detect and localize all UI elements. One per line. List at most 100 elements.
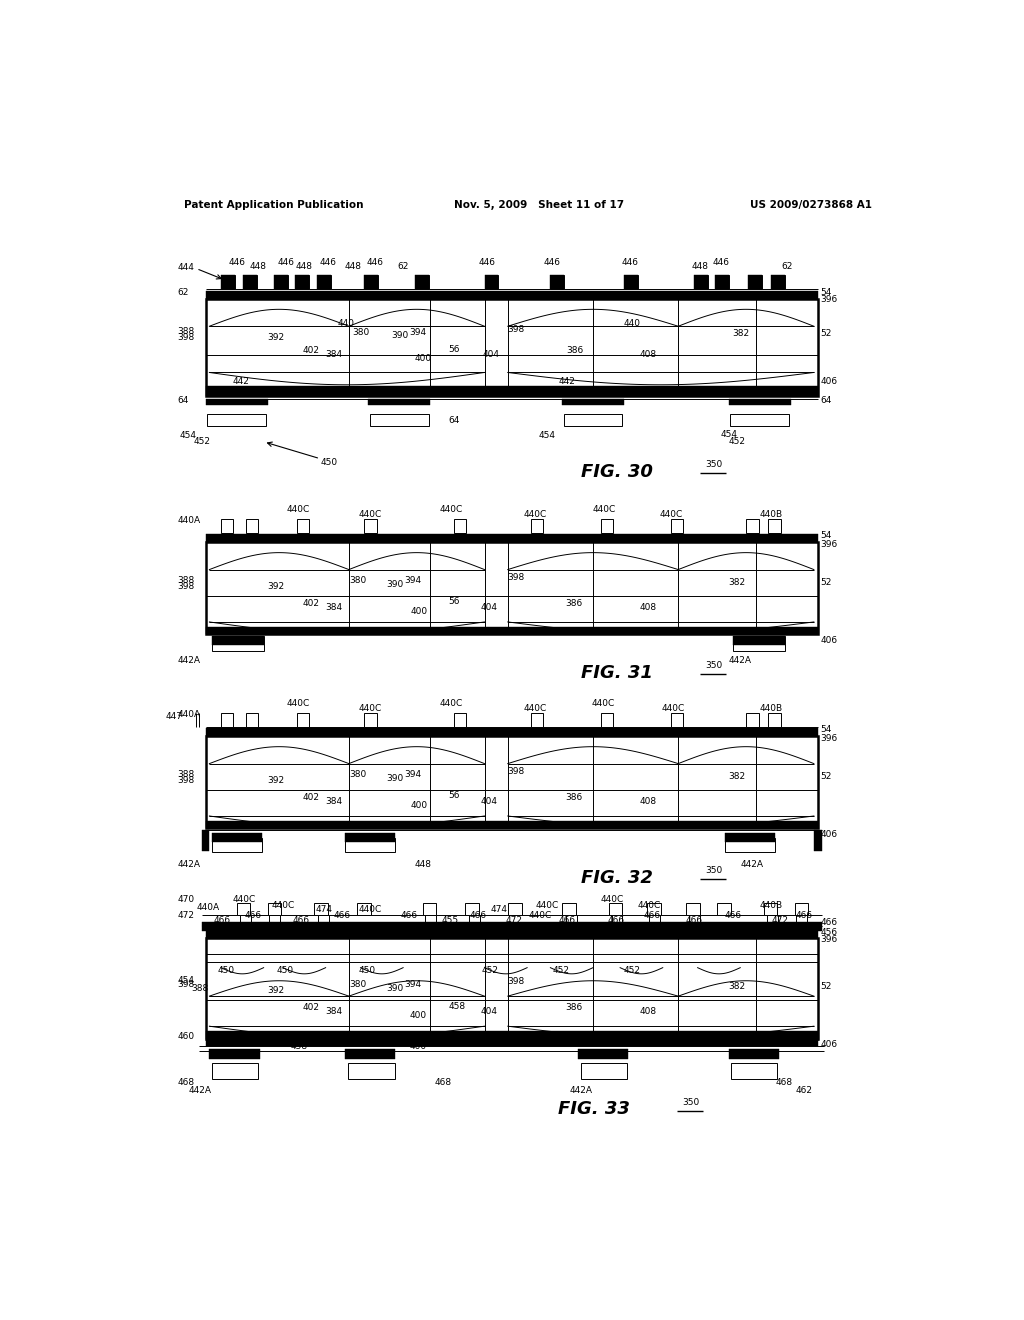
Bar	[206, 535, 818, 543]
Text: 455: 455	[442, 916, 459, 925]
Bar	[269, 915, 280, 927]
Text: 442A: 442A	[569, 1085, 593, 1094]
Text: 382: 382	[728, 578, 745, 587]
Bar	[246, 519, 258, 533]
Text: 402: 402	[302, 793, 319, 803]
Text: 388: 388	[177, 770, 195, 779]
Text: 446: 446	[478, 257, 496, 267]
Bar	[348, 1063, 394, 1078]
Bar	[732, 636, 785, 645]
Text: 400: 400	[411, 607, 428, 615]
Text: 380: 380	[349, 981, 367, 989]
Text: 388: 388	[177, 327, 195, 337]
Bar	[202, 923, 821, 927]
Text: 450: 450	[359, 966, 376, 975]
Text: 388: 388	[177, 576, 195, 585]
Text: 380: 380	[349, 770, 367, 779]
Bar	[209, 1049, 260, 1059]
Text: 466: 466	[643, 911, 660, 920]
Text: 398: 398	[508, 325, 525, 334]
Text: 440: 440	[337, 318, 354, 327]
Text: 382: 382	[732, 330, 750, 338]
Bar	[725, 838, 775, 853]
Bar	[246, 713, 258, 726]
Text: 402: 402	[302, 599, 319, 609]
Text: 466: 466	[470, 911, 486, 920]
Text: 448: 448	[295, 263, 312, 272]
Text: 400: 400	[410, 1011, 426, 1020]
Bar	[686, 903, 700, 915]
Text: 446: 446	[228, 257, 246, 267]
Text: 440: 440	[624, 318, 641, 327]
Text: 394: 394	[403, 981, 421, 989]
Bar	[206, 729, 818, 737]
Text: 62: 62	[781, 263, 793, 272]
Bar	[608, 903, 623, 915]
Text: 440C: 440C	[439, 506, 463, 513]
Text: 450: 450	[217, 966, 234, 975]
Text: 54: 54	[820, 725, 831, 734]
Bar	[206, 541, 818, 635]
Bar	[221, 519, 233, 533]
Text: 468: 468	[434, 1078, 452, 1086]
Text: 398: 398	[508, 573, 525, 582]
Text: 442: 442	[558, 378, 575, 387]
Text: 442A: 442A	[740, 861, 763, 869]
Text: 382: 382	[728, 772, 745, 781]
Bar	[562, 903, 575, 915]
Bar	[717, 903, 731, 915]
Bar	[563, 414, 623, 426]
Text: 456: 456	[820, 928, 838, 937]
Bar	[365, 713, 377, 726]
Text: 404: 404	[482, 350, 499, 359]
Bar	[484, 276, 499, 289]
Text: 466: 466	[558, 916, 575, 925]
Text: 396: 396	[820, 294, 838, 304]
Bar	[221, 713, 233, 726]
Text: Patent Application Publication: Patent Application Publication	[183, 199, 364, 210]
Text: 452: 452	[481, 966, 499, 975]
Bar	[206, 939, 818, 1039]
Text: FIG. 33: FIG. 33	[558, 1101, 630, 1118]
Bar	[795, 903, 809, 915]
Text: 447: 447	[165, 713, 182, 721]
Text: 466: 466	[725, 911, 741, 920]
Bar	[729, 399, 791, 405]
Bar	[767, 915, 778, 927]
Text: 350: 350	[682, 1098, 699, 1107]
Text: 468: 468	[775, 1078, 793, 1086]
Text: 406: 406	[820, 378, 838, 387]
Bar	[207, 414, 266, 426]
Text: 382: 382	[728, 982, 745, 991]
Bar	[746, 713, 759, 726]
Text: 472: 472	[177, 911, 195, 920]
Bar	[267, 903, 282, 915]
Text: 402: 402	[302, 1003, 319, 1012]
Text: 440C: 440C	[536, 900, 559, 909]
Text: Nov. 5, 2009   Sheet 11 of 17: Nov. 5, 2009 Sheet 11 of 17	[454, 199, 624, 210]
Text: 454: 454	[720, 429, 737, 438]
Text: 386: 386	[565, 599, 583, 609]
Text: 400: 400	[411, 801, 428, 809]
Text: 466: 466	[820, 917, 838, 927]
Text: 350: 350	[706, 661, 723, 671]
Bar	[206, 1031, 818, 1039]
Text: 470: 470	[177, 895, 195, 904]
Text: 394: 394	[410, 327, 426, 337]
Text: 384: 384	[326, 1007, 343, 1016]
Text: 440B: 440B	[760, 511, 782, 519]
Text: 350: 350	[706, 866, 723, 875]
Bar	[566, 915, 577, 927]
Text: 466: 466	[400, 911, 418, 920]
Text: 392: 392	[267, 986, 285, 995]
Text: 398: 398	[508, 977, 525, 986]
Text: 440C: 440C	[271, 900, 295, 909]
Bar	[425, 915, 435, 927]
Bar	[732, 636, 785, 651]
Bar	[465, 903, 479, 915]
Text: 446: 446	[319, 257, 337, 267]
Bar	[647, 903, 662, 915]
Bar	[550, 276, 564, 289]
Text: 394: 394	[403, 770, 421, 779]
Text: 402: 402	[302, 346, 319, 355]
